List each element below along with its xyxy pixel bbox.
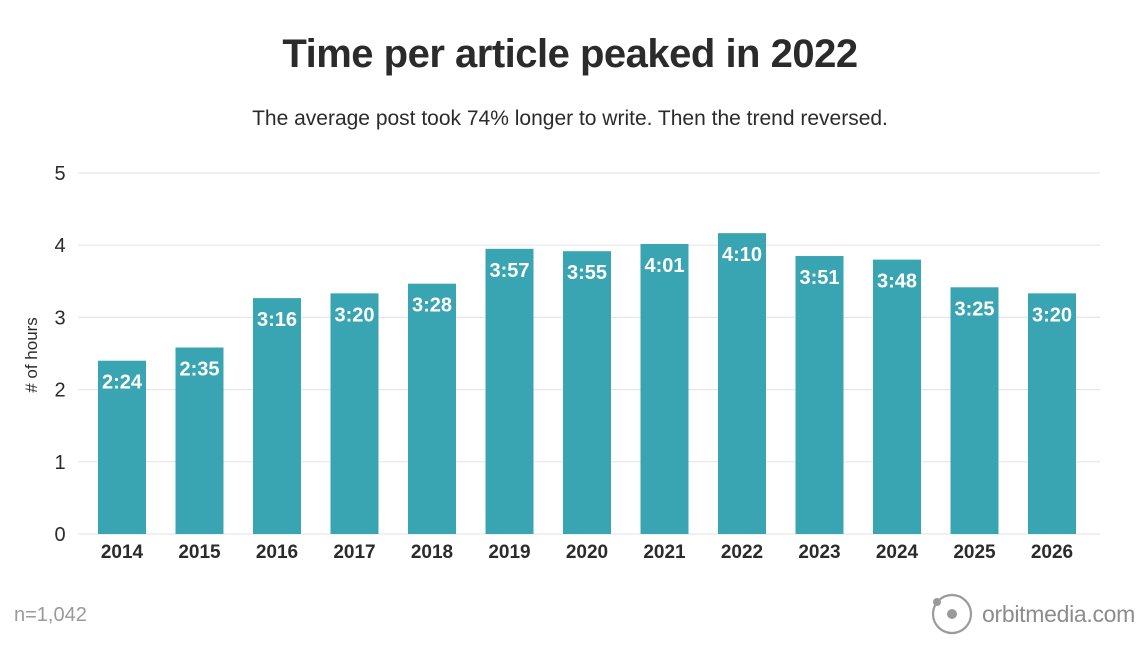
data-label: 3:51 <box>799 267 839 289</box>
data-label: 3:20 <box>334 304 374 326</box>
bar-2016 <box>253 298 301 534</box>
y-tick-label: 5 <box>54 163 65 185</box>
chart-title: Time per article peaked in 2022 <box>282 32 858 76</box>
y-tick-label: 4 <box>54 235 65 257</box>
y-tick-label: 2 <box>54 380 65 402</box>
x-tick-label: 2019 <box>488 542 530 563</box>
bar-2018 <box>408 283 456 534</box>
y-tick-label: 0 <box>54 524 65 546</box>
bar-chart: 0 1 2 3 4 5 # of hours 2:24 2:35 3:16 3:20 3:28 3:… <box>22 163 1100 563</box>
data-label: 2:24 <box>102 372 143 394</box>
data-label: 3:55 <box>567 262 607 284</box>
orbit-logo-icon <box>931 593 973 635</box>
x-tick-label: 2020 <box>566 542 608 563</box>
x-tick-label: 2018 <box>411 542 453 563</box>
bars: 2:24 2:35 3:16 3:20 3:28 3:57 3:55 4:01 4:10 3:51… <box>98 233 1076 535</box>
data-label: 3:20 <box>1032 304 1072 326</box>
bar-2021 <box>640 243 689 534</box>
data-label: 3:57 <box>489 260 529 282</box>
x-tick-label: 2015 <box>178 542 221 563</box>
brand-name: orbitmedia.com <box>982 600 1136 627</box>
bar-2023 <box>795 256 844 534</box>
data-label: 3:25 <box>954 298 994 320</box>
chart-subtitle: The average post took 74% longer to writ… <box>252 107 888 130</box>
sample-size-note: n=1,042 <box>14 604 87 626</box>
y-tick-label: 1 <box>54 452 65 474</box>
x-axis-ticks: 2014 2015 2016 2017 2018 2019 2020 2021 2022 2023… <box>101 542 1073 563</box>
x-tick-label: 2026 <box>1031 542 1073 563</box>
bar-2026 <box>1028 293 1076 534</box>
data-label: 2:35 <box>179 359 219 381</box>
bar-2020 <box>563 251 611 534</box>
bar-2025 <box>950 287 999 534</box>
x-tick-label: 2022 <box>721 542 763 563</box>
x-tick-label: 2025 <box>953 542 996 563</box>
bar-2017 <box>330 293 379 534</box>
bar-2015 <box>175 347 224 534</box>
data-label: 4:10 <box>722 244 762 266</box>
bar-2022 <box>718 233 766 535</box>
data-label: 3:28 <box>412 295 452 317</box>
y-tick-label: 3 <box>54 307 65 329</box>
x-tick-label: 2016 <box>256 542 298 563</box>
bar-2014 <box>98 360 146 534</box>
x-tick-label: 2024 <box>876 542 919 563</box>
x-tick-label: 2017 <box>333 542 375 563</box>
brand-logo[interactable]: orbitmedia.com <box>930 592 1135 636</box>
x-tick-label: 2021 <box>643 542 686 563</box>
y-axis-ticks: 0 1 2 3 4 5 <box>54 163 65 546</box>
x-tick-label: 2014 <box>101 542 144 563</box>
data-label: 3:16 <box>257 309 297 331</box>
y-axis-label: # of hours <box>22 317 41 393</box>
bar-2019 <box>485 248 534 534</box>
x-tick-label: 2023 <box>798 542 840 563</box>
bar-2024 <box>873 259 921 534</box>
data-label: 4:01 <box>644 255 684 277</box>
data-label: 3:48 <box>877 271 917 293</box>
